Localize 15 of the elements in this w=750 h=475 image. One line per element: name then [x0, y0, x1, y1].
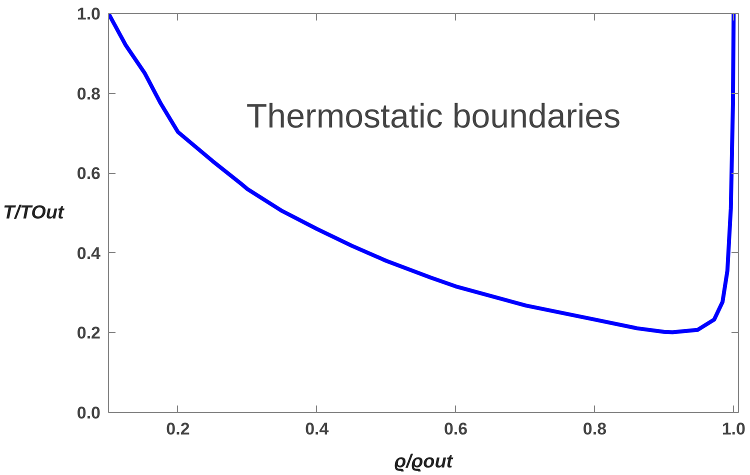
y-tick-label: 0.6 [76, 164, 101, 184]
x-tick-label: 0.6 [444, 420, 468, 438]
y-axis-title: T/TOut [3, 202, 65, 224]
x-axis-title: ϱ/ϱout [394, 452, 454, 472]
annotation: Thermostatic boundaries [246, 98, 621, 136]
x-tick-label: 1.0 [722, 420, 746, 438]
x-tick-label: 0.2 [166, 420, 190, 438]
y-tick-label: 1.0 [76, 4, 101, 24]
y-tick-label: 0.2 [76, 324, 101, 343]
y-tick-label: 0.4 [76, 244, 102, 263]
x-tick-label: 0.8 [582, 420, 607, 438]
line-series [108, 14, 736, 334]
y-tick-label: 0.0 [76, 404, 101, 422]
x-tick-label: 0.4 [305, 420, 330, 438]
y-tick-label: 0.8 [76, 84, 101, 104]
